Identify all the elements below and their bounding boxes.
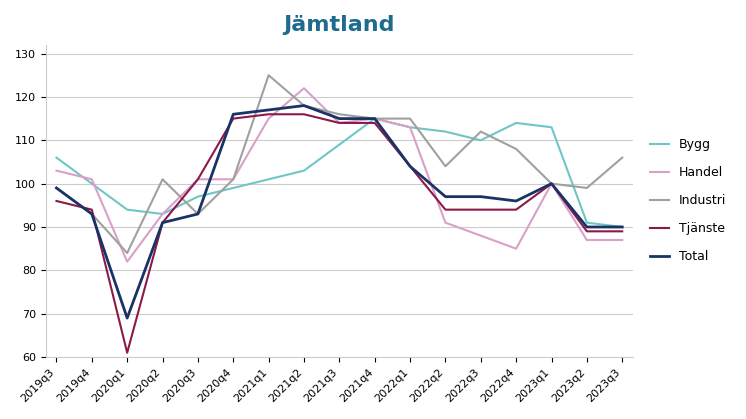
Industri	[335, 112, 344, 117]
Tjänste	[370, 120, 379, 125]
Total	[52, 186, 61, 191]
Handel	[299, 86, 308, 91]
Total	[122, 316, 131, 321]
Total	[87, 212, 96, 217]
Line: Bygg: Bygg	[57, 119, 622, 227]
Total	[583, 225, 592, 230]
Bygg	[441, 129, 450, 134]
Tjänste	[441, 207, 450, 212]
Line: Handel: Handel	[57, 88, 622, 262]
Handel	[547, 181, 556, 186]
Tjänste	[476, 207, 485, 212]
Total	[441, 194, 450, 199]
Tjänste	[512, 207, 521, 212]
Industri	[618, 155, 627, 160]
Total	[229, 112, 238, 117]
Handel	[406, 125, 415, 130]
Bygg	[299, 168, 308, 173]
Bygg	[618, 225, 627, 230]
Total	[158, 220, 167, 225]
Line: Total: Total	[57, 106, 622, 318]
Total	[618, 225, 627, 230]
Tjänste	[52, 199, 61, 204]
Handel	[264, 116, 273, 121]
Handel	[618, 238, 627, 243]
Industri	[370, 116, 379, 121]
Handel	[335, 120, 344, 125]
Tjänste	[335, 120, 344, 125]
Industri	[52, 186, 61, 191]
Bygg	[406, 125, 415, 130]
Tjänste	[87, 207, 96, 212]
Total	[547, 181, 556, 186]
Total	[264, 107, 273, 112]
Line: Tjänste: Tjänste	[57, 114, 622, 353]
Tjänste	[264, 112, 273, 117]
Bygg	[87, 181, 96, 186]
Handel	[583, 238, 592, 243]
Handel	[476, 233, 485, 238]
Handel	[370, 116, 379, 121]
Bygg	[264, 177, 273, 182]
Industri	[122, 251, 131, 256]
Handel	[52, 168, 61, 173]
Tjänste	[618, 229, 627, 234]
Bygg	[583, 220, 592, 225]
Title: Jämtland: Jämtland	[283, 15, 395, 35]
Industri	[229, 177, 238, 182]
Handel	[441, 220, 450, 225]
Industri	[264, 73, 273, 78]
Bygg	[370, 116, 379, 121]
Handel	[512, 246, 521, 251]
Industri	[87, 212, 96, 217]
Handel	[158, 212, 167, 217]
Tjänste	[299, 112, 308, 117]
Tjänste	[193, 177, 202, 182]
Total	[299, 103, 308, 108]
Industri	[441, 164, 450, 169]
Bygg	[158, 212, 167, 217]
Industri	[476, 129, 485, 134]
Total	[512, 199, 521, 204]
Industri	[583, 186, 592, 191]
Bygg	[512, 120, 521, 125]
Bygg	[52, 155, 61, 160]
Handel	[193, 177, 202, 182]
Tjänste	[406, 164, 415, 169]
Industri	[512, 146, 521, 151]
Legend: Bygg, Handel, Industri, Tjänste, Total: Bygg, Handel, Industri, Tjänste, Total	[645, 134, 731, 269]
Bygg	[335, 142, 344, 147]
Handel	[87, 177, 96, 182]
Total	[335, 116, 344, 121]
Bygg	[476, 138, 485, 143]
Industri	[547, 181, 556, 186]
Total	[370, 116, 379, 121]
Line: Industri: Industri	[57, 75, 622, 253]
Handel	[229, 177, 238, 182]
Industri	[193, 212, 202, 217]
Bygg	[122, 207, 131, 212]
Industri	[158, 177, 167, 182]
Bygg	[229, 186, 238, 191]
Tjänste	[158, 220, 167, 225]
Total	[193, 212, 202, 217]
Tjänste	[547, 181, 556, 186]
Industri	[406, 116, 415, 121]
Bygg	[193, 194, 202, 199]
Handel	[122, 259, 131, 264]
Total	[476, 194, 485, 199]
Industri	[299, 103, 308, 108]
Bygg	[547, 125, 556, 130]
Tjänste	[583, 229, 592, 234]
Tjänste	[122, 350, 131, 355]
Total	[406, 164, 415, 169]
Tjänste	[229, 116, 238, 121]
